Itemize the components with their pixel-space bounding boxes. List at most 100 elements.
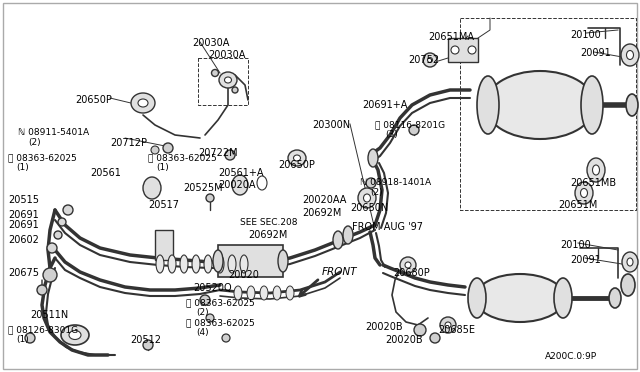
Ellipse shape [554,278,572,318]
Bar [448,38,478,62]
Ellipse shape [343,226,353,244]
Ellipse shape [587,158,605,182]
Circle shape [25,333,35,343]
Ellipse shape [580,189,588,198]
Text: (4): (4) [196,328,209,337]
Text: 20300N: 20300N [312,120,350,130]
Text: 20692M: 20692M [248,230,287,240]
Ellipse shape [192,255,200,273]
Ellipse shape [575,182,593,204]
Ellipse shape [219,72,237,88]
Text: 20651MA: 20651MA [428,32,474,42]
Text: 20091: 20091 [570,255,601,265]
Circle shape [163,143,173,153]
Text: (2): (2) [370,188,383,197]
Ellipse shape [168,255,176,273]
Text: 20561: 20561 [90,168,121,178]
Ellipse shape [213,250,223,272]
Text: 20691: 20691 [8,220,39,230]
Ellipse shape [69,330,81,340]
Ellipse shape [225,77,232,83]
Text: Ⓢ 08363-62025: Ⓢ 08363-62025 [148,153,217,162]
Bar [218,245,283,277]
Ellipse shape [278,250,288,272]
Ellipse shape [428,58,433,62]
Text: 20650N: 20650N [350,203,388,213]
Circle shape [222,334,230,342]
Text: A200C.0:9P: A200C.0:9P [545,352,597,361]
Ellipse shape [288,150,306,166]
Ellipse shape [593,165,600,175]
Text: 20691+A: 20691+A [362,100,408,110]
Ellipse shape [240,255,248,273]
Text: 20651M: 20651M [558,200,597,210]
Ellipse shape [358,188,376,208]
Ellipse shape [232,175,248,195]
Ellipse shape [204,255,212,273]
Ellipse shape [206,194,214,202]
Ellipse shape [232,87,238,93]
Text: 20712P: 20712P [110,138,147,148]
Text: 20650P: 20650P [75,95,112,105]
Text: 20030A: 20030A [192,38,229,48]
Text: Ⓑ 08116-8201G: Ⓑ 08116-8201G [375,120,445,129]
Text: 20100: 20100 [560,240,591,250]
Ellipse shape [228,255,236,273]
Ellipse shape [156,255,164,273]
Ellipse shape [61,325,89,345]
Ellipse shape [626,94,638,116]
Text: 20020B: 20020B [385,335,422,345]
Circle shape [414,324,426,336]
Text: (1): (1) [16,163,29,172]
Text: FROM AUG '97: FROM AUG '97 [352,222,423,232]
Text: 20685E: 20685E [438,325,475,335]
Ellipse shape [216,255,224,273]
Text: 20091: 20091 [580,48,611,58]
Ellipse shape [63,205,73,215]
Ellipse shape [475,274,565,322]
Ellipse shape [286,286,294,300]
Text: 20752: 20752 [408,55,439,65]
Text: 20517: 20517 [148,200,179,210]
Text: 20722M: 20722M [198,148,237,158]
Ellipse shape [211,70,218,77]
Circle shape [366,178,376,188]
Circle shape [468,46,476,54]
Text: (1): (1) [156,163,169,172]
Ellipse shape [143,177,161,199]
Text: 20100: 20100 [570,30,601,40]
Ellipse shape [257,176,267,190]
Ellipse shape [621,44,639,66]
Ellipse shape [138,99,148,107]
Ellipse shape [405,262,411,268]
Ellipse shape [294,155,301,161]
Text: (2): (2) [28,138,40,147]
Text: 20651MB: 20651MB [570,178,616,188]
Text: 20561+A: 20561+A [218,168,264,178]
Circle shape [430,333,440,343]
Circle shape [206,314,214,322]
Ellipse shape [47,243,57,253]
Circle shape [451,46,459,54]
Ellipse shape [468,278,486,318]
Ellipse shape [247,286,255,300]
Ellipse shape [273,286,281,300]
Text: FRONT: FRONT [322,267,358,277]
Ellipse shape [477,76,499,134]
Ellipse shape [627,51,634,60]
Text: (1): (1) [16,335,29,344]
Text: Ⓢ 08363-62025: Ⓢ 08363-62025 [8,153,77,162]
Text: 20030A: 20030A [208,50,245,60]
Text: 20520Q: 20520Q [193,283,232,293]
Text: 20020AA: 20020AA [302,195,346,205]
Ellipse shape [54,231,62,239]
Text: ℕ 08918-1401A: ℕ 08918-1401A [360,178,431,187]
Text: 20525M: 20525M [183,183,223,193]
Text: (2): (2) [196,308,209,317]
Text: (3): (3) [385,130,397,139]
Ellipse shape [260,286,268,300]
Ellipse shape [609,288,621,308]
Circle shape [143,340,153,350]
Text: Ⓑ 08126-8301G: Ⓑ 08126-8301G [8,325,78,334]
Text: 20511N: 20511N [30,310,68,320]
